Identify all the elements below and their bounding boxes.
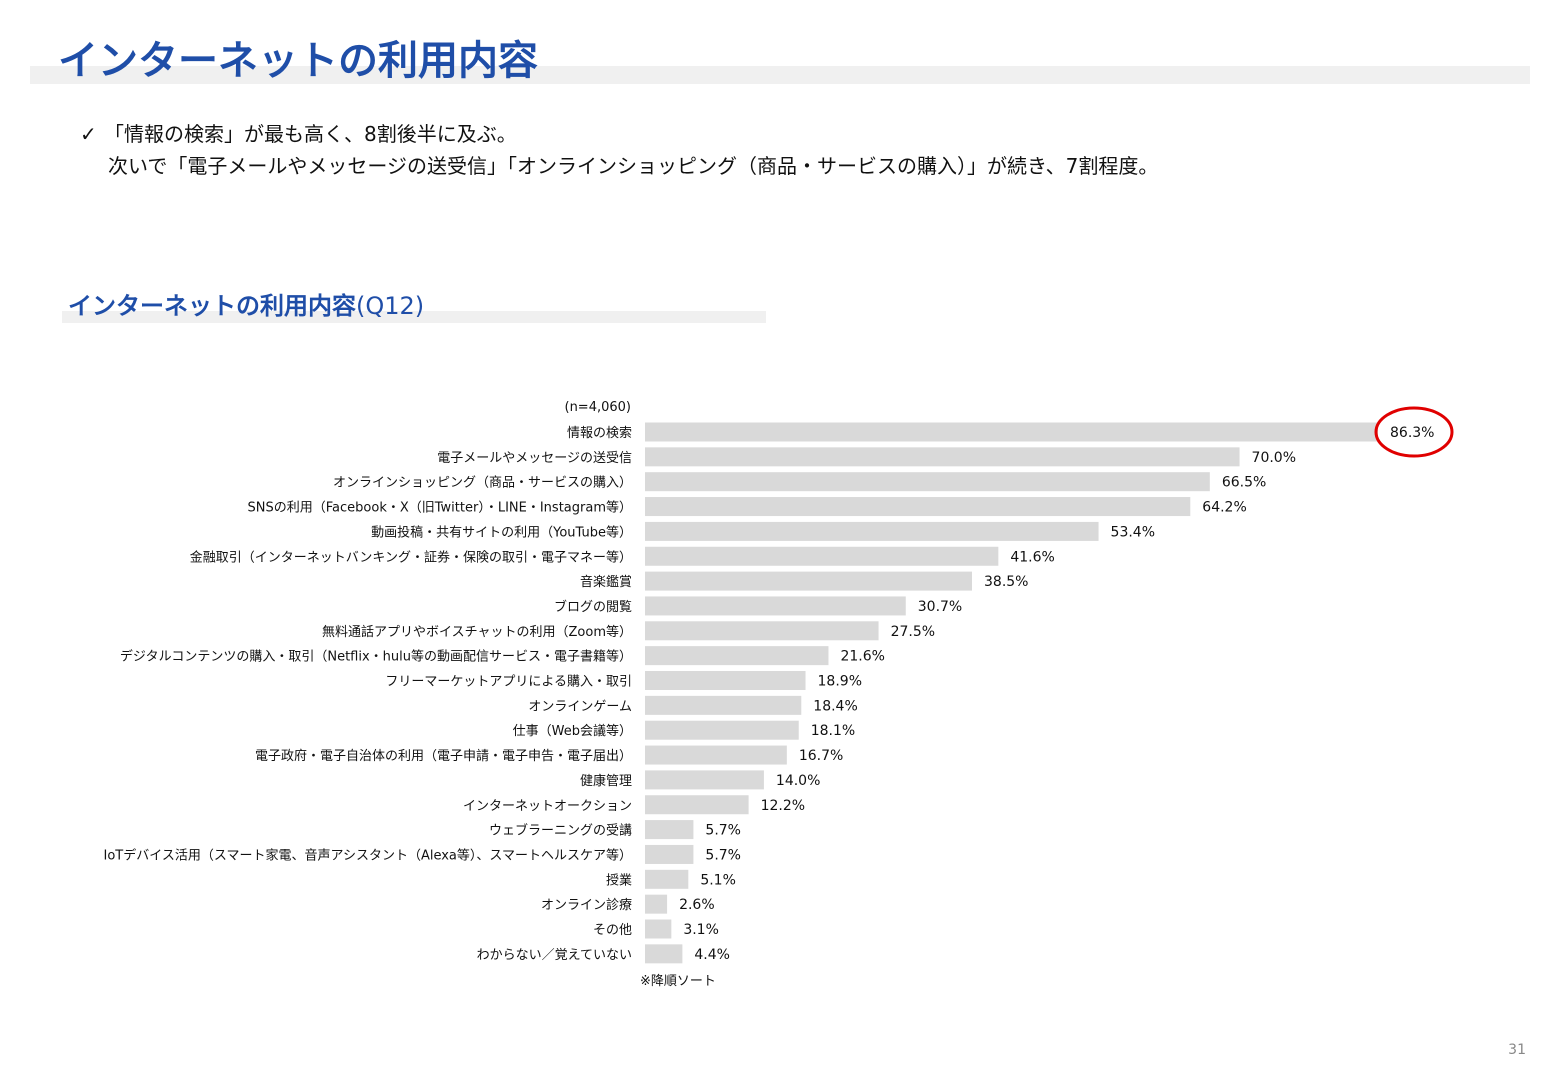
value-label: 5.7% [705,823,741,839]
bar [645,720,799,740]
sort-note: ※降順ソート [640,974,716,989]
title-band [30,66,1530,84]
highlight-circle [1374,406,1454,458]
bar [645,919,672,939]
bar [645,869,689,889]
category-label: 仕事（Web会議等） [513,723,632,739]
chart-title-main: インターネットの利用内容 [68,292,356,320]
category-label: オンラインショッピング（商品・サービスの購入） [333,476,632,491]
bar [645,596,906,616]
category-label: 健康管理 [580,773,632,789]
value-label: 21.6% [840,649,884,665]
category-label: デジタルコンテンツの購入・取引（Netflix・hulu等の動画配信サービス・電… [120,649,632,665]
bar [645,795,749,815]
value-label: 14.0% [776,773,820,789]
category-label: 情報の検索 [567,426,632,441]
value-label: 2.6% [679,897,715,913]
bar [645,546,999,566]
value-label: 4.4% [694,947,730,963]
value-label: 41.6% [1010,549,1054,565]
bar [645,571,973,591]
summary-text-1: 「情報の検索」が最も高く、8割後半に及ぶ。 [104,122,517,146]
bar [645,646,829,666]
page-title: インターネットの利用内容 [58,38,538,84]
value-label: 27.5% [891,624,935,640]
bar [645,497,1191,517]
bar [645,422,1378,442]
value-label: 53.4% [1111,524,1155,540]
category-label: 授業 [606,872,632,888]
category-label: ブログの閲覧 [554,599,632,615]
bar [645,944,683,964]
category-label: ウェブラーニングの受講 [489,823,632,839]
category-label: 電子政府・電子自治体の利用（電子申請・電子申告・電子届出） [255,749,632,764]
category-label: 動画投稿・共有サイトの利用（YouTube等） [371,524,632,540]
value-label: 5.1% [700,872,736,888]
value-label: 30.7% [918,599,962,615]
question-code: (Q12) [356,292,425,320]
sample-size-note: (n=4,060) [564,400,632,415]
category-label: 金融取引（インターネットバンキング・証券・保険の取引・電子マネー等） [190,549,632,565]
summary-line-1: ✓ 「情報の検索」が最も高く、8割後半に及ぶ。 [80,118,1158,150]
category-label: 無料通話アプリやボイスチャットの利用（Zoom等） [322,624,632,640]
category-label: IoTデバイス活用（スマート家電、音声アシスタント（Alexa等）、スマートヘル… [104,847,632,863]
chart-title: インターネットの利用内容(Q12) [68,286,424,321]
bar [645,472,1210,492]
category-label: オンライン診療 [541,897,632,913]
check-icon: ✓ [80,122,97,146]
value-label: 5.7% [705,847,741,863]
bar [645,671,806,690]
bar [645,695,802,715]
category-label: わからない／覚えていない [477,948,632,963]
bar [645,447,1240,467]
value-label: 18.4% [813,698,857,714]
category-label: 電子メールやメッセージの送受信 [437,451,632,466]
bar [645,844,694,864]
value-label: 86.3% [1390,425,1434,441]
bar [645,745,787,765]
value-label: 16.7% [799,748,843,764]
value-label: 38.5% [984,574,1028,590]
bar [645,894,668,914]
bar [645,770,764,790]
page-number: 31 [1508,1042,1526,1058]
category-label: オンラインゲーム [528,699,632,714]
value-label: 64.2% [1202,500,1246,516]
value-label: 18.1% [811,723,855,739]
value-label: 3.1% [683,922,719,938]
chart-title-band [62,311,766,323]
bar [645,521,1099,541]
value-label: 12.2% [761,798,805,814]
value-label: 66.5% [1222,475,1266,491]
category-label: インターネットオークション [463,799,632,814]
category-label: フリーマーケットアプリによる購入・取引 [385,675,632,690]
summary-line-2: 次いで「電子メールやメッセージの送受信」「オンラインショッピング（商品・サービス… [108,154,1159,178]
value-label: 70.0% [1252,450,1296,466]
summary: ✓ 「情報の検索」が最も高く、8割後半に及ぶ。 次いで「電子メールやメッセージの送… [80,118,1158,182]
category-label: 音楽鑑賞 [580,574,632,590]
category-label: その他 [593,923,632,938]
bar [645,820,694,840]
value-label: 18.9% [818,674,862,690]
bar [645,621,879,641]
category-label: SNSの利用（Facebook・X（旧Twitter）・LINE・Instagr… [248,500,632,516]
